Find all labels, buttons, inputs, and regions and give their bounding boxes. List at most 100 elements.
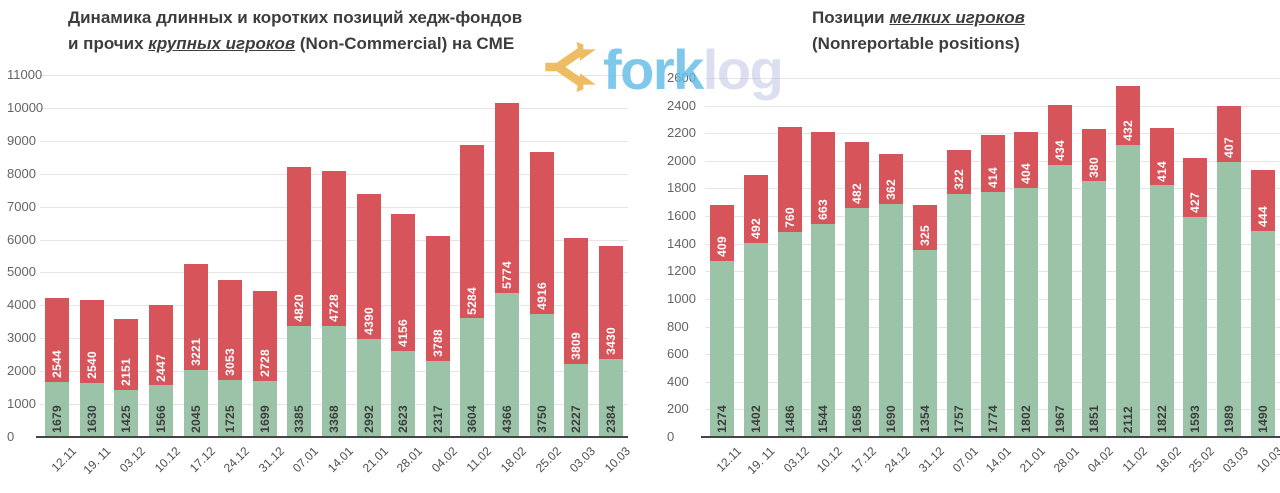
bar-value-label: 663 — [816, 198, 831, 220]
x-axis-label: 21.01 — [359, 444, 391, 476]
bar-value-label: 2317 — [430, 405, 445, 433]
x-axis-line — [36, 436, 628, 438]
y-tick-label: 800 — [667, 318, 689, 334]
y-tick-label: 0 — [7, 429, 15, 444]
bar-value-label: 434 — [1053, 140, 1068, 162]
bar-value-label: 2992 — [361, 405, 376, 433]
y-tick-label: 2000 — [7, 363, 36, 379]
bar-segment-long: 1593 — [1183, 217, 1208, 437]
bar-segment-long: 1425 — [114, 390, 139, 437]
bar-value-label: 325 — [917, 225, 932, 247]
bar-segment-short: 427 — [1183, 158, 1208, 218]
bar-segment-long: 1486 — [777, 231, 802, 437]
bar-segment-long: 1658 — [845, 208, 870, 437]
y-tick-label: 6000 — [7, 231, 36, 247]
bar-value-label: 1757 — [951, 405, 966, 433]
x-axis-label: 03.03 — [1220, 444, 1252, 476]
bar-group: 325 1354 — [912, 205, 937, 437]
bar-segment-short: 444 — [1251, 169, 1276, 232]
y-tick-label: 5000 — [7, 264, 36, 280]
bar-value-label: 3053 — [223, 348, 238, 377]
bar-value-label: 5284 — [465, 286, 480, 315]
x-axis-label: 10.03 — [1253, 444, 1280, 476]
bar-group: 2151 1425 — [114, 319, 139, 437]
bar-value-label: 407 — [1222, 137, 1237, 159]
gridline — [40, 75, 628, 76]
x-axis-label: 28.01 — [1050, 444, 1083, 476]
bar-value-label: 482 — [850, 183, 865, 205]
bar-segment-long: 1630 — [79, 383, 104, 437]
bar-segment-long: 1725 — [218, 380, 243, 437]
bar-segment-short: 760 — [777, 126, 802, 232]
bar-value-label: 1658 — [850, 405, 865, 433]
bar-value-label: 380 — [1086, 156, 1101, 178]
bar-group: 5284 3604 — [460, 144, 485, 437]
x-axis-label: 10.12 — [151, 444, 183, 476]
x-axis-label: 31.12 — [915, 444, 947, 476]
bar-segment-long: 2227 — [564, 363, 589, 437]
bar-value-label: 492 — [748, 218, 763, 240]
bar-group: 492 1402 — [743, 175, 768, 437]
x-axis-label: 18.02 — [497, 444, 529, 476]
bar-segment-long: 3604 — [460, 318, 485, 437]
bar-value-label: 4366 — [499, 405, 514, 433]
bar-group: 482 1658 — [845, 141, 870, 437]
bar-value-label: 2045 — [188, 405, 203, 433]
gridline — [705, 133, 1280, 135]
bar-segment-short: 325 — [912, 205, 937, 251]
bar-segment-short: 409 — [709, 204, 734, 262]
bar-value-label: 1425 — [119, 405, 134, 433]
x-axis-label: 10.12 — [814, 444, 846, 476]
x-axis-label: 12.11 — [48, 444, 80, 475]
x-axis-label: 04.02 — [1084, 444, 1116, 476]
bar-value-label: 432 — [1120, 120, 1135, 142]
bar-segment-long: 1679 — [45, 381, 70, 437]
y-tick-label: 1000 — [7, 396, 36, 412]
bar-value-label: 1725 — [223, 405, 238, 433]
bar-segment-long: 1354 — [912, 250, 937, 437]
bar-segment-short: 492 — [743, 175, 768, 244]
y-tick-label: 1800 — [667, 180, 696, 196]
bar-value-label: 4390 — [361, 306, 376, 335]
bar-value-label: 2151 — [119, 358, 134, 387]
bar-segment-long: 2317 — [425, 360, 450, 437]
bar-value-label: 362 — [884, 178, 899, 200]
bar-group: 409 1274 — [709, 204, 734, 437]
gridline — [705, 105, 1280, 107]
title-text: (Nonreportable positions) — [812, 34, 1020, 53]
bar-value-label: 427 — [1188, 192, 1203, 214]
y-tick-label: 1000 — [667, 290, 696, 306]
bar-value-label: 2384 — [603, 405, 618, 433]
bar-segment-long: 4366 — [494, 293, 519, 437]
x-axis-label: 18.02 — [1152, 444, 1184, 476]
bar-segment-long: 1544 — [811, 223, 836, 437]
plot-area: 0 1000 2000 3000 4000 5000 6000 7000 8000 9000 100… — [7, 67, 633, 477]
bar-segment-long: 2045 — [183, 369, 208, 437]
bar-value-label: 3788 — [430, 328, 445, 357]
bar-segment-short: 407 — [1217, 106, 1242, 163]
y-tick-label: 11000 — [7, 67, 43, 82]
bar-segment-short: 4916 — [529, 151, 554, 314]
bar-group: 414 1822 — [1149, 128, 1174, 437]
bar-value-label: 1486 — [782, 405, 797, 433]
y-tick-label: 1200 — [667, 263, 696, 279]
bar-value-label: 4156 — [396, 318, 411, 347]
bar-segment-long: 2112 — [1115, 145, 1140, 437]
x-axis-label: 12.11 — [713, 444, 744, 475]
bar-value-label: 1544 — [816, 405, 831, 433]
bar-group: 322 1757 — [946, 149, 971, 437]
chart-title: Динамика длинных и коротких позиций хедж… — [68, 5, 522, 57]
x-axis-label: 07.01 — [290, 444, 322, 476]
chart-title: Позиции мелких игроков (Nonreportable pos… — [812, 5, 1025, 57]
bar-value-label: 1967 — [1053, 405, 1068, 433]
bar-value-label: 414 — [985, 167, 1000, 189]
bar-value-label: 2447 — [154, 353, 169, 382]
bar-group: 3809 2227 — [564, 238, 589, 437]
chart-title-line: Динамика длинных и коротких позиций хедж… — [68, 5, 522, 31]
bar-value-label: 3604 — [465, 405, 480, 433]
bar-segment-long: 3750 — [529, 313, 554, 437]
bar-group: 362 1690 — [879, 153, 904, 437]
bar-value-label: 1593 — [1188, 405, 1203, 433]
bar-group: 414 1774 — [980, 134, 1005, 437]
